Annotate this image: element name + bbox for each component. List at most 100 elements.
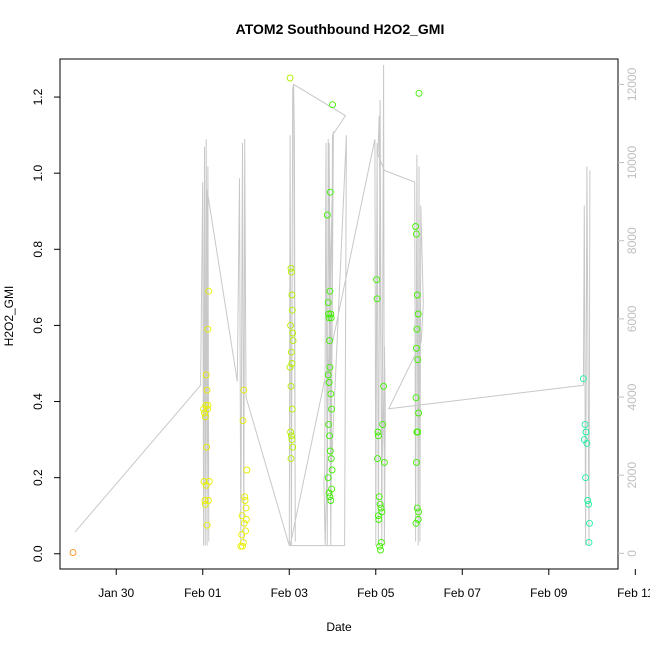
y-axis-label: H2O2_GMI — [2, 286, 16, 347]
data-points-layer — [69, 74, 593, 557]
data-point — [377, 504, 385, 512]
data-point — [202, 371, 210, 379]
chart-title: ATOM2 Southbound H2O2_GMI — [236, 21, 445, 37]
data-point — [241, 497, 249, 504]
y2-tick-label: 12000 — [625, 67, 639, 101]
data-point — [327, 390, 335, 398]
data-point — [204, 405, 211, 413]
data-point — [582, 428, 590, 436]
y-tick-label: 1.2 — [31, 88, 45, 105]
data-point — [376, 542, 384, 550]
data-point — [288, 291, 296, 299]
data-point — [415, 409, 423, 417]
x-tick-label: Feb 03 — [271, 586, 309, 600]
data-point — [288, 306, 296, 314]
data-point — [200, 478, 208, 485]
data-point — [288, 360, 296, 367]
data-point — [238, 531, 246, 539]
y2-tick-label: 6000 — [625, 305, 639, 332]
data-point — [324, 371, 332, 379]
altitude-line — [74, 64, 591, 547]
data-point — [243, 466, 251, 474]
x-axis-label: Date — [326, 620, 352, 634]
data-point — [412, 519, 420, 527]
data-point — [378, 508, 386, 516]
data-point — [380, 382, 388, 390]
data-point — [201, 497, 209, 504]
x-tick-label: Feb 07 — [444, 586, 482, 600]
data-point — [375, 516, 383, 523]
data-point — [374, 428, 382, 436]
data-point — [327, 497, 335, 504]
data-point — [326, 337, 333, 345]
data-point — [239, 542, 246, 550]
data-point — [582, 474, 590, 482]
data-point — [324, 474, 332, 482]
data-point — [204, 325, 212, 333]
data-point — [413, 325, 421, 333]
data-point — [377, 538, 385, 546]
x-tick-label: Feb 05 — [357, 586, 395, 600]
data-point — [203, 443, 211, 451]
y2-tick-label: 2000 — [625, 462, 639, 489]
x-tick-label: Feb 11 — [617, 586, 650, 600]
data-point — [240, 386, 248, 394]
data-point — [412, 223, 420, 230]
data-point — [413, 504, 421, 512]
y2-tick-label: 0 — [625, 550, 639, 557]
data-point — [373, 276, 381, 284]
data-point — [287, 264, 295, 272]
data-point — [326, 287, 334, 295]
data-point — [586, 519, 593, 527]
data-point — [412, 394, 420, 402]
data-point — [242, 527, 250, 535]
data-point — [326, 432, 333, 440]
data-point — [376, 500, 384, 508]
data-point — [579, 375, 587, 383]
data-point — [412, 344, 420, 352]
data-point — [375, 493, 383, 501]
data-point — [69, 549, 77, 557]
data-point — [288, 405, 296, 413]
data-point — [202, 401, 210, 409]
data-point — [415, 508, 423, 516]
data-point — [289, 337, 297, 345]
y-tick-label: 0.4 — [31, 393, 45, 410]
data-point — [326, 188, 334, 196]
data-point — [415, 89, 423, 97]
data-point — [328, 466, 336, 474]
x-tick-label: Feb 01 — [184, 586, 222, 600]
data-point — [374, 455, 381, 463]
data-point — [205, 478, 213, 485]
data-point — [242, 504, 250, 512]
data-point — [204, 497, 212, 504]
data-point — [585, 500, 593, 508]
data-point — [323, 211, 331, 219]
data-point — [287, 348, 295, 356]
data-point — [414, 310, 422, 318]
y-tick-label: 0.2 — [31, 469, 45, 486]
y2-tick-label: 4000 — [625, 383, 639, 410]
data-point — [239, 417, 247, 425]
data-point — [287, 382, 295, 390]
data-point — [327, 455, 335, 463]
data-point — [412, 230, 420, 238]
y-tick-label: 0.6 — [31, 317, 45, 334]
data-point — [373, 295, 381, 303]
x-axis: Jan 30 Feb 01 Feb 03 Feb 05 Feb 07 Feb 09 Feb … — [98, 569, 650, 600]
data-point — [204, 401, 212, 409]
data-point — [289, 329, 297, 337]
y-tick-label: 1.0 — [31, 165, 45, 182]
data-point — [205, 287, 213, 295]
data-point — [580, 436, 588, 444]
data-point — [374, 432, 382, 440]
data-point — [325, 420, 333, 428]
x-tick-label: Feb 09 — [530, 586, 568, 600]
data-point — [203, 386, 211, 394]
data-point — [585, 538, 593, 546]
x-tick-label: Jan 30 — [98, 586, 134, 600]
data-point — [287, 455, 295, 463]
data-point — [327, 310, 335, 318]
y-tick-label: 0.0 — [31, 545, 45, 562]
data-point — [240, 519, 248, 527]
